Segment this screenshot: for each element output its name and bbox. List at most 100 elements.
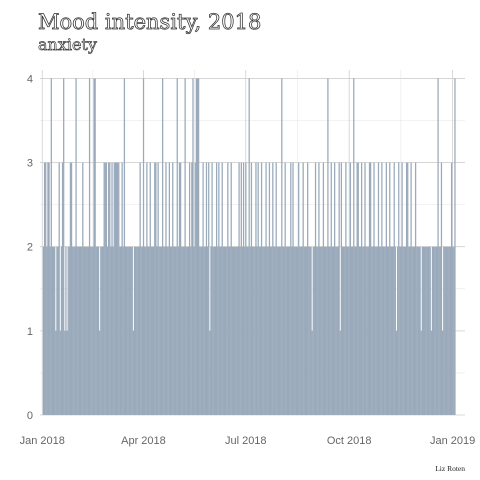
bar (205, 162, 208, 415)
bar (232, 246, 235, 415)
bar (115, 162, 118, 415)
x-tick-label: Oct 2018 (327, 435, 372, 447)
bar (79, 246, 82, 415)
bar (428, 246, 430, 415)
bar (158, 246, 160, 415)
x-tick-label: Jan 2019 (430, 435, 475, 447)
bar (381, 162, 383, 415)
bar (272, 162, 274, 415)
bar (393, 162, 395, 415)
bar (432, 246, 435, 415)
bar (421, 246, 423, 415)
bar (121, 162, 123, 415)
bar (293, 246, 295, 415)
bar (106, 246, 109, 415)
bar (138, 246, 140, 415)
bar (75, 78, 77, 415)
bar (276, 246, 278, 415)
bar (63, 78, 65, 415)
bar (273, 246, 275, 415)
bar (412, 246, 414, 415)
bar (159, 246, 162, 415)
bar (336, 246, 338, 415)
bar (303, 246, 305, 415)
bar (296, 246, 299, 415)
bar (264, 246, 266, 415)
bar (163, 246, 165, 415)
bar (58, 162, 60, 415)
bar (408, 246, 410, 415)
bar (135, 246, 137, 415)
bar (294, 246, 296, 415)
bar (52, 246, 55, 415)
bar (43, 162, 46, 415)
bar (142, 78, 145, 415)
bar (211, 162, 213, 415)
bar (78, 246, 81, 415)
bar (194, 162, 196, 415)
bar (147, 246, 149, 415)
bar (86, 246, 88, 415)
bar (154, 162, 156, 415)
bar (385, 162, 387, 415)
bar (416, 246, 418, 415)
bar (289, 246, 291, 415)
bar (73, 246, 75, 415)
y-tick-label: 2 (27, 242, 33, 254)
bar (241, 246, 244, 415)
bar (337, 246, 339, 415)
bar (167, 246, 169, 415)
bar (349, 162, 352, 415)
bar (195, 78, 197, 415)
bar (430, 330, 432, 415)
bar (199, 246, 201, 415)
bar (206, 246, 209, 415)
bar (54, 246, 56, 415)
bar (383, 246, 385, 415)
bar (322, 162, 325, 415)
bar (227, 162, 229, 415)
bar (65, 246, 67, 415)
bar (113, 162, 115, 415)
bar (321, 246, 323, 415)
bar (298, 162, 300, 415)
bar (130, 246, 132, 415)
bar (229, 246, 231, 415)
bar (247, 246, 249, 415)
bar (338, 162, 340, 415)
bar (380, 246, 382, 415)
bar (435, 246, 437, 415)
bar (255, 162, 257, 415)
bar (240, 162, 242, 415)
bar (82, 162, 84, 415)
bar (365, 246, 367, 415)
bar (317, 246, 319, 415)
bar (212, 246, 214, 415)
bar (259, 246, 262, 415)
bar (150, 246, 153, 415)
bar (367, 246, 370, 415)
bar (275, 162, 277, 415)
bar (355, 246, 357, 415)
bar (454, 78, 456, 415)
bar (332, 246, 335, 415)
bar (132, 330, 135, 415)
bar (90, 246, 92, 415)
bar (48, 162, 50, 415)
bar (238, 162, 240, 415)
bar (140, 246, 142, 415)
bar (312, 246, 314, 415)
bar (118, 162, 120, 415)
bar (438, 246, 440, 415)
bar (233, 246, 236, 415)
bar (254, 246, 256, 415)
bar (161, 78, 164, 415)
bar (419, 246, 421, 415)
bar (136, 246, 138, 415)
bar (61, 162, 64, 415)
bar (166, 246, 168, 415)
bar (67, 246, 69, 415)
bar (260, 162, 263, 415)
bar (374, 246, 376, 415)
